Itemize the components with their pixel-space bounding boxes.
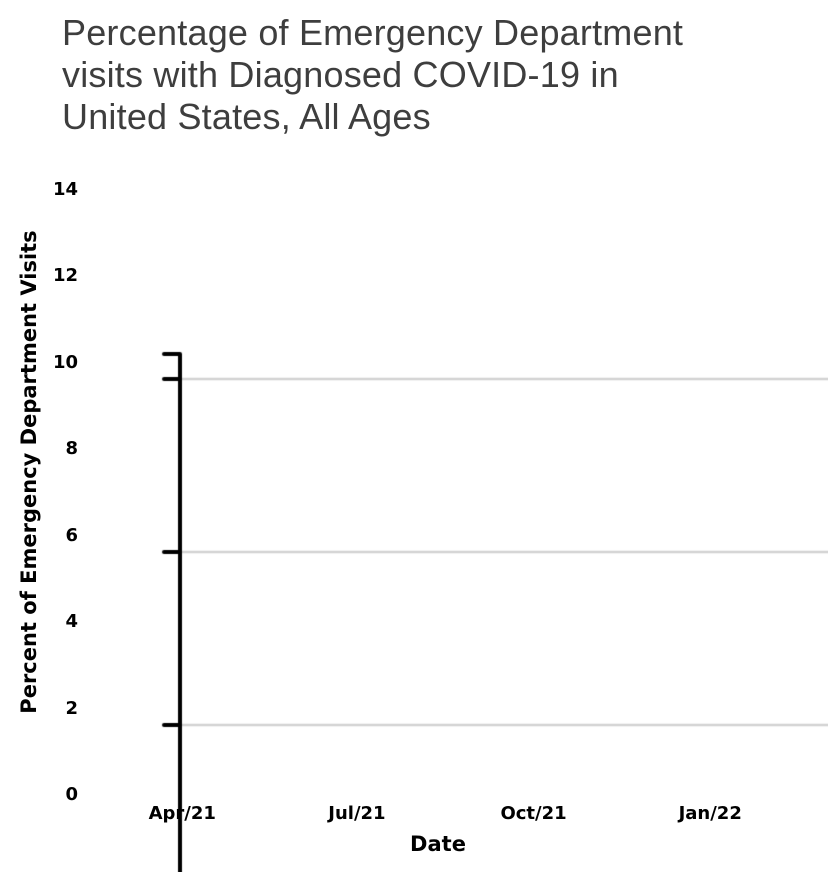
x-tick-label-Jan-22: Jan/22 <box>678 803 742 824</box>
y-tick-label-2: 2 <box>65 697 78 719</box>
x-tick-label-Apr-21: Apr/21 <box>148 803 216 824</box>
y-tick-label-6: 6 <box>65 524 78 546</box>
y-tick-label-14: 14 <box>52 178 78 200</box>
y-tick-label-4: 4 <box>65 611 78 632</box>
x-axis-label: Date <box>410 832 466 856</box>
x-tick-label-Oct-21: Oct/21 <box>500 803 567 824</box>
y-axis-label: Percent of Emergency Department Visits <box>17 230 41 714</box>
y-tick-label-12: 12 <box>52 265 78 286</box>
y-tick-label-8: 8 <box>65 438 78 459</box>
x-tick-label-Jul-21: Jul/21 <box>328 803 386 824</box>
y-tick-label-0: 0 <box>65 784 78 805</box>
y-tick-label-10: 10 <box>52 351 78 373</box>
